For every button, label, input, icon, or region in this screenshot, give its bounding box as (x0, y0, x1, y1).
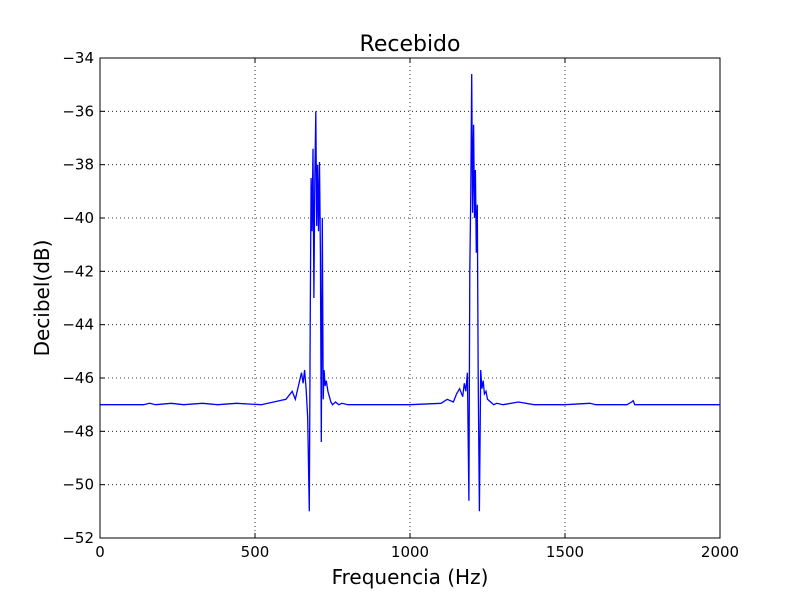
chart-title: Recebido (360, 32, 461, 57)
y-tick-label: −36 (62, 102, 94, 120)
y-tick-label: −48 (62, 422, 94, 440)
series-layer (100, 73, 720, 512)
tick-marks (99, 57, 721, 539)
y-axis-title: Decibel(dB) (30, 240, 54, 357)
y-tick-label: −46 (62, 369, 94, 387)
y-tick-labels: −52 −50 −48 −46 −44 −42 −40 −38 −36 −34 (62, 49, 94, 547)
y-tick-label: −34 (62, 49, 94, 67)
x-tick-label: 0 (95, 543, 105, 561)
y-tick-label: −42 (62, 262, 94, 280)
y-tick-label: −38 (62, 156, 94, 174)
y-tick-label: −52 (62, 529, 94, 547)
y-tick-label: −50 (62, 476, 94, 494)
grid-lines (100, 58, 720, 538)
y-tick-label: −40 (62, 209, 94, 227)
x-tick-label: 500 (241, 543, 270, 561)
y-tick-label: −44 (62, 316, 94, 334)
x-tick-label: 1500 (546, 543, 584, 561)
series-line-0 (100, 73, 720, 512)
x-tick-labels: 0 500 1000 1500 2000 (95, 543, 739, 561)
x-tick-label: 1000 (391, 543, 429, 561)
x-tick-label: 2000 (701, 543, 739, 561)
x-axis-title: Frequencia (Hz) (332, 565, 489, 589)
